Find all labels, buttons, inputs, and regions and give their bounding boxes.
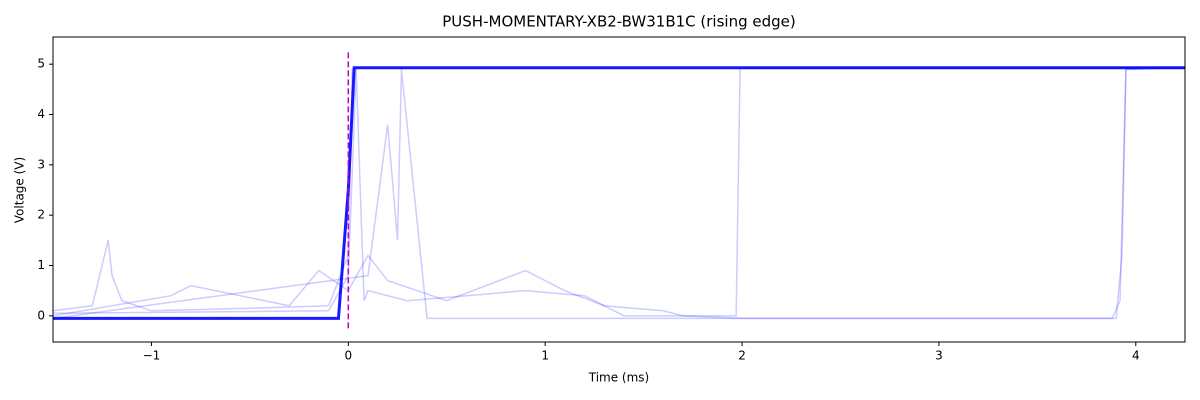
y-tick-label: 3	[37, 157, 45, 171]
x-tick-label: −1	[143, 349, 161, 363]
y-tick-label: 1	[37, 258, 45, 272]
y-tick-label: 2	[37, 208, 45, 222]
chart-title: PUSH-MOMENTARY-XB2-BW31B1C (rising edge)	[442, 13, 795, 31]
x-axis-label: Time (ms)	[588, 371, 650, 385]
x-tick-label: 4	[1132, 349, 1140, 363]
y-axis-label: Voltage (V)	[13, 157, 27, 223]
x-tick-label: 1	[541, 349, 549, 363]
y-tick-label: 5	[37, 57, 45, 71]
plot-frame	[52, 36, 1186, 343]
y-tick-label: 0	[37, 308, 45, 322]
trace-line	[52, 66, 1186, 320]
trace-line	[52, 66, 1186, 320]
x-tick-label: 3	[935, 349, 943, 363]
x-tick-label: 0	[344, 349, 352, 363]
y-tick-label: 4	[37, 107, 45, 121]
trace-line	[52, 66, 1185, 317]
trace-line	[53, 66, 1185, 320]
x-tick-label: 2	[738, 349, 746, 363]
trace-line	[52, 66, 1185, 312]
